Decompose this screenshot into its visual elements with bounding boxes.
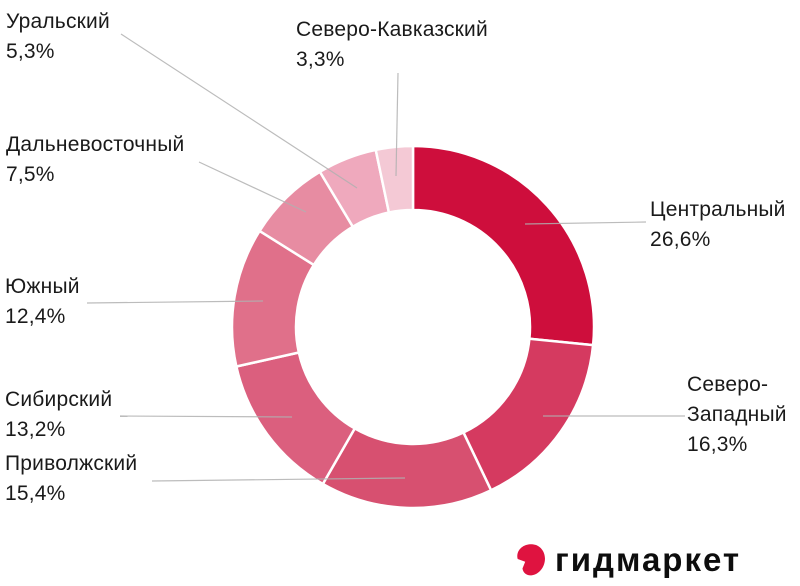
callout-volga: Приволжский 15,4% xyxy=(5,449,137,509)
callout-north-caucasus-value: 3,3% xyxy=(296,48,345,71)
gidmarket-logo: гидмаркет xyxy=(516,541,741,579)
callout-ural-label: Уральский xyxy=(6,10,110,33)
callout-north-west-label: Северо-Западный xyxy=(687,373,787,426)
callout-far-east: Дальневосточный 7,5% xyxy=(6,130,184,190)
callout-north-caucasus: Северо-Кавказский 3,3% xyxy=(296,15,488,75)
leader-line-far-east xyxy=(198,161,307,213)
donut-segment-north-caucasus xyxy=(374,144,415,214)
callout-siberia: Сибирский 13,2% xyxy=(5,385,112,445)
callout-south: Южный 12,4% xyxy=(5,272,80,332)
callout-central-value: 26,6% xyxy=(650,228,711,251)
callout-far-east-label: Дальневосточный xyxy=(6,133,185,156)
callout-volga-value: 15,4% xyxy=(5,482,66,505)
callout-volga-label: Приволжский xyxy=(5,452,138,475)
leader-line-north-caucasus xyxy=(395,72,399,177)
callout-south-label: Южный xyxy=(5,275,80,298)
leader-line-central xyxy=(524,221,647,225)
callout-north-caucasus-label: Северо-Кавказский xyxy=(296,18,488,41)
leader-line-volga xyxy=(151,477,406,482)
callout-north-west-value: 16,3% xyxy=(687,433,748,456)
leader-line-ural xyxy=(120,33,358,189)
gidmarket-logo-icon xyxy=(517,544,545,576)
gidmarket-logo-text: гидмаркет xyxy=(555,541,742,578)
leader-line-south xyxy=(86,300,264,304)
callout-siberia-label: Сибирский xyxy=(5,388,113,411)
donut-segment-central xyxy=(411,144,596,347)
callout-ural-value: 5,3% xyxy=(6,40,55,63)
callout-ural: Уральский 5,3% xyxy=(6,7,110,67)
callout-central-label: Центральный xyxy=(650,198,786,221)
callout-north-west: Северо-Западный 16,3% xyxy=(687,370,799,460)
callout-central: Центральный 26,6% xyxy=(650,195,786,255)
callout-siberia-value: 13,2% xyxy=(5,418,66,441)
donut-segment-north-west xyxy=(462,337,595,492)
callout-far-east-value: 7,5% xyxy=(6,163,55,186)
leader-line-siberia xyxy=(119,415,293,418)
gidmarket-mark-shape xyxy=(517,544,545,576)
callout-south-value: 12,4% xyxy=(5,305,66,328)
